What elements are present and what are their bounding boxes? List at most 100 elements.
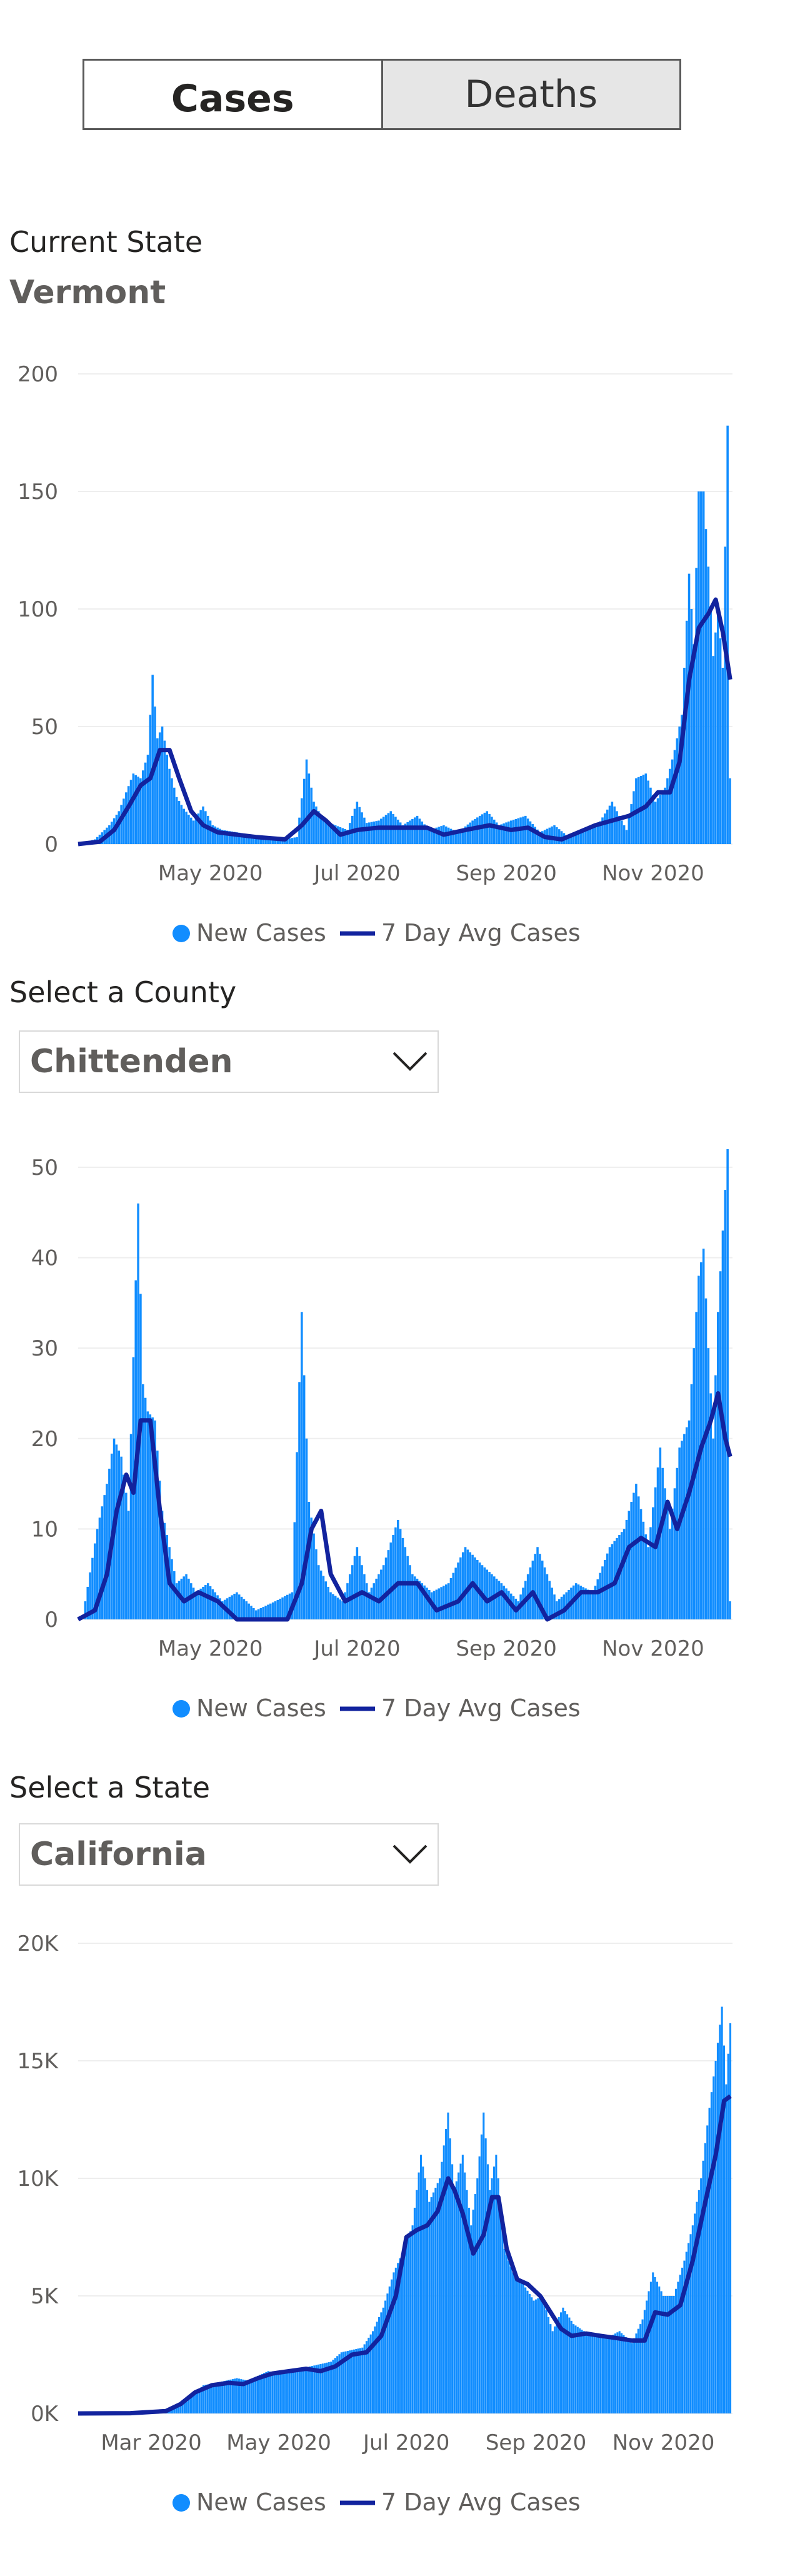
bar (250, 834, 252, 844)
legend[interactable]: New Cases 7 Day Avg Cases (172, 2488, 581, 2516)
bar (394, 1527, 397, 1619)
bar (671, 1508, 674, 1619)
legend-label-new-cases: New Cases (196, 919, 326, 947)
bar (621, 1532, 623, 1619)
bar (628, 817, 631, 844)
bar (307, 2367, 309, 2413)
bar (194, 1592, 198, 1619)
bar (315, 2365, 318, 2413)
bar (551, 826, 553, 844)
bar (439, 2178, 441, 2413)
bar (466, 2190, 468, 2413)
avg-line (77, 1391, 732, 1622)
bar (154, 1420, 156, 1619)
bar (341, 1601, 344, 1619)
bar (629, 2341, 631, 2413)
bar (582, 832, 584, 844)
tab-deaths[interactable]: Deaths (382, 59, 681, 130)
bar (407, 2237, 409, 2413)
bar (664, 1488, 666, 1619)
bar (500, 824, 503, 844)
bar (572, 2324, 575, 2413)
bar (635, 1484, 638, 1619)
state-dropdown[interactable]: California (19, 1823, 439, 1886)
bar (209, 1586, 212, 1619)
bar (690, 1384, 693, 1619)
x-tick-label: Mar 2020 (101, 2430, 201, 2455)
bar (161, 1511, 164, 1619)
bar (689, 2234, 692, 2413)
bar (365, 1583, 368, 1619)
bar (313, 2365, 316, 2413)
bar (389, 1542, 392, 1619)
bar (278, 2373, 280, 2413)
bar (244, 2380, 247, 2413)
bar (466, 824, 469, 844)
bar (221, 830, 224, 844)
bar (219, 828, 221, 844)
bar (265, 2372, 268, 2413)
bar (319, 2364, 322, 2413)
bar (86, 1586, 89, 1619)
y-tick-label: 0K (31, 2402, 59, 2427)
bar (560, 1596, 563, 1619)
legend[interactable]: New Cases 7 Day Avg Cases (172, 919, 581, 947)
bar (269, 2372, 272, 2413)
bar (688, 573, 691, 844)
bar (424, 2178, 426, 2413)
bar (721, 2006, 723, 2413)
bar (302, 1375, 306, 1619)
bar (643, 2310, 646, 2413)
bar (144, 762, 147, 844)
bar (432, 2192, 435, 2413)
bar (632, 1492, 635, 1619)
bar (438, 827, 441, 844)
bar (502, 823, 505, 844)
bar (729, 778, 731, 844)
bar (382, 817, 385, 844)
bar (319, 1570, 322, 1619)
bar (286, 2372, 288, 2413)
bar (574, 834, 578, 844)
legend[interactable]: New Cases 7 Day Avg Cases (172, 1694, 581, 1722)
bar (654, 802, 657, 844)
bar (349, 2350, 351, 2413)
bar (668, 768, 671, 844)
bar (329, 823, 332, 844)
bar (322, 1576, 325, 1619)
bar (469, 822, 472, 844)
bar (206, 2384, 209, 2413)
bar (125, 792, 128, 844)
bar (322, 820, 325, 844)
bar (171, 2409, 173, 2413)
bar (545, 2310, 548, 2413)
y-tick-label: 50 (31, 715, 58, 740)
bar (706, 2125, 709, 2413)
bar (702, 2160, 704, 2413)
county-dropdown[interactable]: Chittenden (19, 1030, 439, 1093)
bar (413, 817, 416, 844)
bar (122, 1474, 125, 1619)
bar (537, 2298, 539, 2413)
bar (549, 2324, 552, 2413)
bar (158, 732, 161, 844)
bar (652, 795, 654, 844)
bar (509, 820, 512, 844)
bar (355, 2348, 358, 2413)
bar (454, 1567, 457, 1619)
bar (219, 2382, 221, 2413)
bar (182, 808, 185, 844)
bar (660, 2291, 662, 2413)
bar (707, 1348, 710, 1619)
bar (189, 2397, 192, 2413)
bar (177, 2406, 179, 2413)
bar (671, 2296, 673, 2413)
bar (610, 2335, 612, 2413)
tab-cases[interactable]: Cases (82, 59, 383, 130)
bar (709, 611, 712, 844)
bar (666, 2296, 669, 2413)
bar (185, 1574, 188, 1619)
bar (520, 2282, 522, 2413)
bar (137, 1203, 139, 1619)
bar (262, 836, 265, 844)
